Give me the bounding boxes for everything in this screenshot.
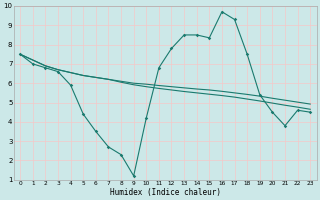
X-axis label: Humidex (Indice chaleur): Humidex (Indice chaleur) [110,188,221,197]
